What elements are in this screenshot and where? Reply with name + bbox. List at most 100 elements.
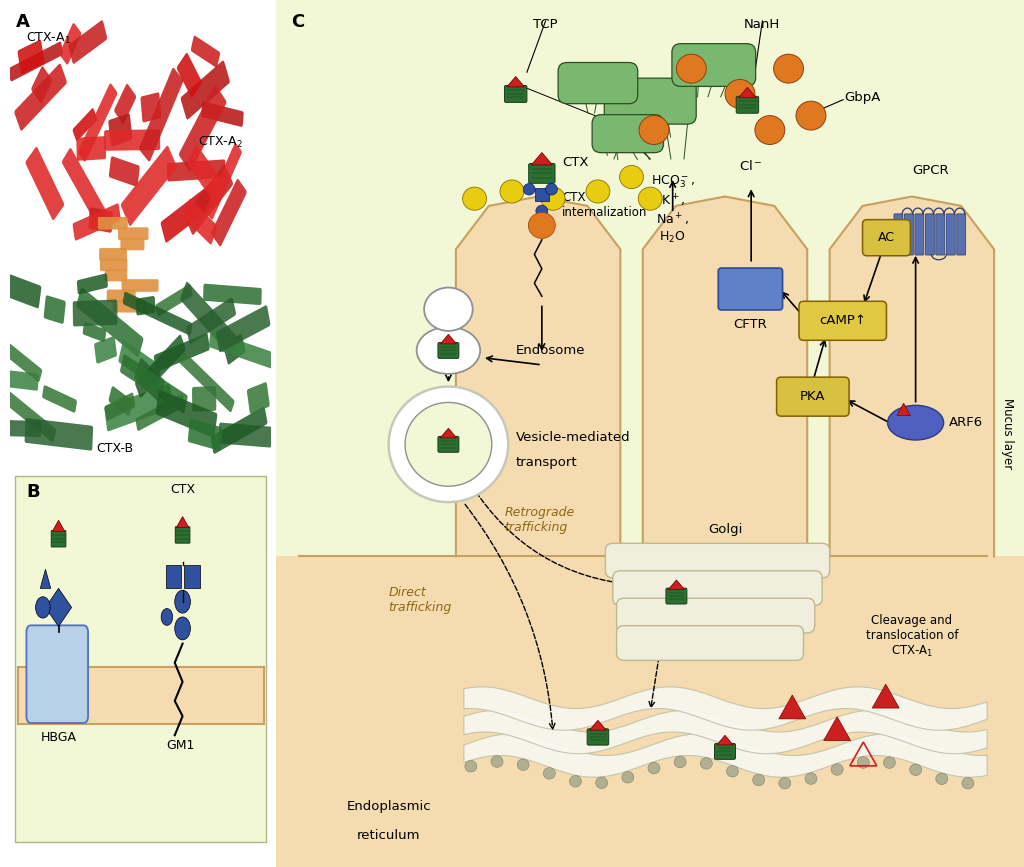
Circle shape (796, 101, 826, 130)
Circle shape (674, 756, 686, 768)
FancyBboxPatch shape (14, 63, 67, 131)
Bar (536, 188, 549, 201)
Bar (18, 667, 263, 724)
Text: Cleavage and
translocation of
CTX-A$_1$: Cleavage and translocation of CTX-A$_1$ (865, 614, 958, 660)
Text: Retrograde
trafficking: Retrograde trafficking (505, 506, 574, 534)
Text: CTX
internalization: CTX internalization (562, 192, 647, 219)
FancyBboxPatch shape (184, 165, 233, 235)
FancyBboxPatch shape (187, 419, 222, 451)
FancyBboxPatch shape (776, 377, 849, 416)
FancyBboxPatch shape (109, 114, 132, 147)
FancyBboxPatch shape (177, 53, 202, 97)
FancyBboxPatch shape (25, 418, 93, 451)
Circle shape (596, 777, 607, 789)
Bar (184, 565, 200, 589)
Circle shape (500, 180, 524, 203)
FancyBboxPatch shape (140, 93, 161, 122)
Text: CFTR: CFTR (733, 318, 767, 331)
Text: HBGA: HBGA (41, 732, 77, 745)
Circle shape (388, 387, 508, 502)
FancyBboxPatch shape (17, 40, 44, 74)
FancyBboxPatch shape (558, 62, 638, 104)
FancyBboxPatch shape (894, 214, 903, 255)
FancyBboxPatch shape (104, 393, 135, 420)
Polygon shape (669, 580, 684, 590)
FancyBboxPatch shape (83, 322, 106, 342)
FancyBboxPatch shape (118, 227, 148, 240)
Circle shape (638, 187, 663, 210)
Circle shape (725, 80, 755, 108)
FancyBboxPatch shape (592, 114, 664, 153)
Text: GPCR: GPCR (912, 164, 949, 177)
FancyBboxPatch shape (120, 355, 187, 414)
FancyBboxPatch shape (8, 42, 63, 81)
FancyBboxPatch shape (123, 291, 193, 336)
Polygon shape (590, 720, 606, 730)
Circle shape (857, 757, 869, 768)
Ellipse shape (417, 327, 480, 374)
FancyBboxPatch shape (904, 214, 913, 255)
Polygon shape (643, 197, 807, 557)
Polygon shape (738, 88, 756, 98)
FancyBboxPatch shape (94, 336, 117, 363)
FancyBboxPatch shape (109, 386, 133, 416)
Text: CTX-A$_2$: CTX-A$_2$ (199, 135, 243, 150)
FancyBboxPatch shape (9, 370, 39, 391)
Circle shape (492, 756, 503, 767)
FancyBboxPatch shape (616, 598, 815, 633)
FancyBboxPatch shape (77, 287, 143, 357)
Text: Golgi: Golgi (708, 523, 742, 536)
FancyBboxPatch shape (61, 148, 106, 227)
Bar (166, 565, 181, 589)
FancyBboxPatch shape (715, 743, 735, 759)
FancyBboxPatch shape (44, 296, 66, 324)
FancyBboxPatch shape (78, 83, 118, 161)
FancyBboxPatch shape (135, 335, 185, 398)
Circle shape (528, 212, 555, 238)
Text: B: B (26, 484, 40, 501)
Polygon shape (45, 589, 72, 627)
FancyBboxPatch shape (156, 284, 193, 316)
FancyBboxPatch shape (104, 383, 173, 432)
FancyBboxPatch shape (167, 160, 225, 181)
Polygon shape (40, 570, 51, 589)
FancyBboxPatch shape (956, 214, 966, 255)
FancyBboxPatch shape (177, 349, 234, 413)
FancyBboxPatch shape (154, 333, 210, 372)
FancyBboxPatch shape (0, 338, 42, 382)
Circle shape (536, 205, 548, 217)
FancyBboxPatch shape (122, 279, 159, 292)
Text: NanH: NanH (744, 18, 780, 31)
Polygon shape (440, 428, 457, 438)
Circle shape (36, 596, 50, 618)
Polygon shape (507, 76, 524, 87)
Ellipse shape (424, 288, 473, 331)
Text: transport: transport (516, 456, 578, 469)
FancyBboxPatch shape (136, 296, 156, 316)
Text: Endosome: Endosome (516, 344, 585, 357)
FancyBboxPatch shape (666, 588, 687, 604)
Circle shape (648, 762, 659, 774)
Polygon shape (779, 695, 806, 719)
FancyBboxPatch shape (161, 182, 219, 243)
Text: HCO$_3^-$,
K$^+$,
Na$^+$,
H$_2$O: HCO$_3^-$, K$^+$, Na$^+$, H$_2$O (650, 173, 694, 245)
FancyBboxPatch shape (528, 164, 555, 183)
FancyBboxPatch shape (203, 284, 262, 305)
FancyBboxPatch shape (27, 625, 88, 723)
FancyBboxPatch shape (612, 570, 822, 605)
FancyBboxPatch shape (672, 43, 756, 87)
FancyBboxPatch shape (135, 394, 184, 431)
Text: Vesicle-mediated: Vesicle-mediated (516, 431, 631, 444)
Circle shape (639, 115, 669, 145)
FancyBboxPatch shape (109, 156, 139, 186)
FancyBboxPatch shape (219, 422, 271, 447)
FancyBboxPatch shape (73, 299, 118, 327)
FancyBboxPatch shape (216, 305, 270, 352)
FancyBboxPatch shape (100, 258, 127, 271)
Circle shape (962, 778, 974, 789)
Circle shape (544, 767, 555, 779)
Text: Cl$^-$: Cl$^-$ (739, 160, 763, 173)
Text: A: A (15, 13, 30, 31)
FancyBboxPatch shape (191, 386, 216, 412)
Circle shape (909, 764, 922, 776)
